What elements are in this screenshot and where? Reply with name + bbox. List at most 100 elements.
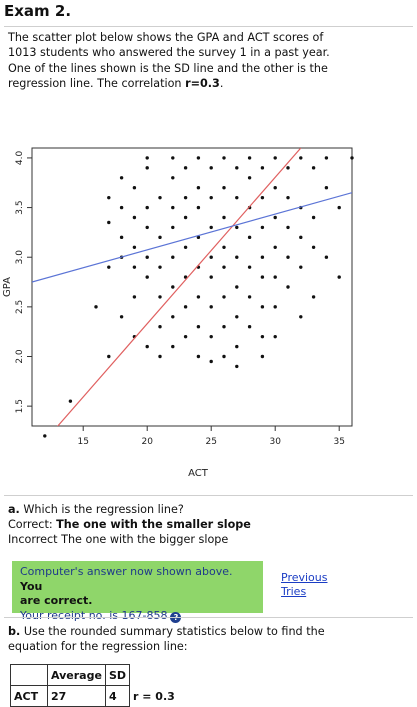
data-point — [273, 186, 277, 190]
x-tick-label: 15 — [77, 437, 88, 447]
feedback-line-2: are correct. — [20, 594, 93, 607]
data-point — [94, 305, 98, 309]
table-row: ACT 27 4 r = 0.3 — [10, 685, 178, 707]
data-point — [196, 235, 201, 240]
previous-tries-link[interactable]: Previous Tries — [281, 571, 328, 598]
data-point — [119, 235, 124, 240]
data-point — [222, 265, 226, 269]
data-point — [247, 325, 252, 329]
data-point — [158, 235, 162, 240]
scatter-plot: 15 20 25 30 35 1.5 2.0 2.5 3.0 3.5 4.0 ACT GPA — [0, 134, 417, 494]
data-point — [273, 305, 277, 309]
y-tick-label: 1.5 — [15, 399, 25, 413]
data-point — [119, 205, 124, 210]
feedback-line-1: Computer's answer now shown above. You — [20, 565, 233, 593]
data-point — [324, 156, 329, 160]
data-point — [222, 325, 226, 329]
data-point — [132, 186, 137, 190]
x-tick-label: 35 — [333, 437, 344, 447]
data-point — [171, 176, 175, 180]
data-point — [107, 354, 111, 359]
data-point — [235, 344, 239, 349]
data-point — [209, 166, 213, 170]
data-point — [196, 354, 201, 359]
data-point — [145, 205, 149, 210]
data-point — [209, 305, 213, 309]
data-point — [311, 215, 316, 220]
y-tick-label: 3.5 — [15, 200, 25, 214]
data-point — [107, 195, 111, 200]
table-header-cell: Average — [47, 664, 106, 686]
question-b-line-2: equation for the regression line: — [8, 640, 188, 653]
data-point — [311, 245, 316, 249]
data-point — [158, 195, 162, 200]
exam-title: Exam 2. — [4, 2, 72, 20]
data-point — [119, 315, 124, 319]
divider — [4, 495, 413, 496]
data-point — [145, 225, 149, 230]
regression-line — [32, 192, 352, 283]
data-point — [196, 186, 201, 190]
data-point — [119, 176, 124, 180]
data-point — [273, 245, 277, 249]
table-header-cell — [10, 664, 48, 686]
data-point — [183, 215, 188, 220]
data-point — [350, 156, 354, 160]
question-a-prompt: a. Which is the regression line? — [8, 503, 184, 516]
data-point — [260, 354, 265, 359]
data-point — [171, 156, 175, 160]
data-point — [222, 215, 226, 220]
data-point — [235, 166, 239, 170]
data-point — [299, 156, 303, 160]
data-point — [273, 334, 277, 339]
data-point — [324, 255, 329, 259]
data-point — [260, 334, 265, 339]
data-point — [273, 156, 277, 160]
question-a-incorrect: Incorrect The one with the bigger slope — [8, 533, 229, 546]
data-point — [171, 344, 175, 349]
x-tick-label: 20 — [141, 437, 153, 447]
scatter-plot-svg: 15 20 25 30 35 1.5 2.0 2.5 3.0 3.5 4.0 ACT GPA — [2, 147, 354, 479]
x-tick-label: 25 — [205, 437, 216, 447]
data-point — [158, 265, 162, 269]
y-axis-label: GPA — [2, 277, 13, 297]
data-point — [286, 285, 290, 289]
data-point — [260, 166, 265, 170]
question-a: a. Which is the regression line? Correct… — [8, 502, 251, 547]
divider — [4, 617, 413, 618]
data-point — [68, 399, 73, 403]
data-point — [260, 275, 265, 279]
data-point — [222, 156, 226, 160]
plot-frame — [31, 147, 353, 427]
data-point — [158, 295, 162, 299]
feedback-box: Computer's answer now shown above. You a… — [12, 561, 263, 623]
data-point — [235, 225, 239, 230]
data-point — [222, 354, 226, 359]
correct-answer: The one with the smaller slope — [56, 518, 251, 531]
data-point — [260, 195, 265, 200]
data-point — [235, 315, 239, 319]
data-point — [171, 315, 175, 319]
sd-line — [57, 148, 302, 426]
table-header-cell: SD — [104, 664, 131, 686]
data-point — [209, 255, 213, 259]
data-point — [286, 225, 290, 230]
data-point — [171, 205, 175, 210]
intro-line-1: The scatter plot below shows the GPA and… — [8, 31, 324, 44]
table-cell: ACT — [10, 685, 48, 707]
data-point — [337, 275, 341, 279]
data-point — [209, 225, 213, 230]
data-point — [145, 156, 149, 160]
question-b-line-1: b. Use the rounded summary statistics be… — [8, 625, 325, 638]
data-point — [247, 295, 252, 299]
question-a-correct: Correct: The one with the smaller slope — [8, 518, 251, 531]
data-point — [286, 195, 290, 200]
data-point — [209, 275, 213, 279]
x-axis-label: ACT — [188, 468, 209, 479]
data-point — [132, 215, 137, 220]
intro-text: The scatter plot below shows the GPA and… — [4, 26, 413, 90]
table-header-row: Average SD — [10, 664, 178, 686]
data-point — [183, 166, 188, 170]
data-point — [196, 156, 201, 160]
data-point — [235, 255, 239, 259]
